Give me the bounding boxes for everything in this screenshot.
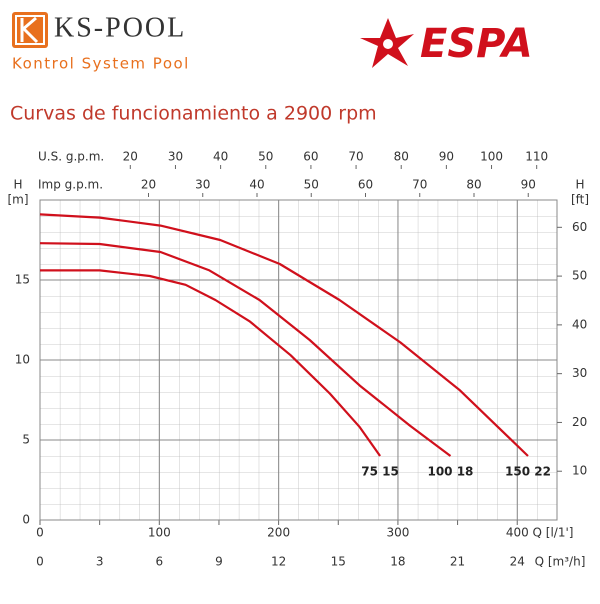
y2-tick-label: 10: [572, 464, 587, 478]
top-axis-label: Imp g.p.m.: [38, 178, 103, 192]
pump-curve: [39, 213, 529, 457]
x2-tick-label: 21: [450, 555, 465, 569]
x-tick-label: 400: [506, 526, 529, 540]
x2-axis-label: Q [m³/h]: [535, 555, 586, 569]
top-tick-label: 90: [521, 178, 536, 192]
x-tick-label: 0: [36, 526, 44, 540]
x-axis-label: Q [l/1']: [533, 526, 574, 540]
x2-tick-label: 6: [155, 555, 163, 569]
x2-tick-label: 9: [215, 555, 223, 569]
pump-curve: [40, 269, 381, 457]
x-tick-label: 300: [386, 526, 409, 540]
y-axis-label: H: [13, 178, 22, 192]
chart-title: Curvas de funcionamiento a 2900 rpm: [10, 103, 377, 125]
top-tick-label: 20: [123, 150, 138, 164]
y-tick-label: 5: [22, 433, 30, 447]
y-axis-unit: [m]: [7, 193, 28, 207]
top-tick-label: 100: [480, 150, 503, 164]
x2-tick-label: 18: [390, 555, 405, 569]
top-tick-label: 110: [525, 150, 548, 164]
x2-tick-label: 15: [331, 555, 346, 569]
espa-logo-mark: [360, 18, 414, 68]
top-tick-label: 50: [304, 178, 319, 192]
pump-curve: [39, 242, 452, 457]
top-tick-label: 60: [303, 150, 318, 164]
x2-tick-label: 0: [36, 555, 44, 569]
y2-tick-label: 60: [572, 220, 587, 234]
brand-logo: [12, 12, 48, 48]
top-tick-label: 70: [412, 178, 427, 192]
y2-tick-label: 40: [572, 317, 587, 331]
y-tick-label: 0: [22, 513, 30, 527]
top-tick-label: 50: [258, 150, 273, 164]
brand-name: KS-POOL: [54, 12, 186, 43]
top-tick-label: 90: [439, 150, 454, 164]
curve-label: 100 18: [427, 465, 473, 479]
top-tick-label: 40: [213, 150, 228, 164]
y2-tick-label: 50: [572, 269, 587, 283]
brand-tagline: Kontrol System Pool: [12, 55, 190, 73]
top-tick-label: 40: [249, 178, 264, 192]
top-tick-label: 60: [358, 178, 373, 192]
y2-axis-label: H: [575, 178, 584, 192]
x-tick-label: 100: [148, 526, 171, 540]
y-tick-label: 10: [15, 353, 30, 367]
x2-tick-label: 12: [271, 555, 286, 569]
top-axis-label: U.S. g.p.m.: [38, 150, 104, 164]
top-tick-label: 80: [466, 178, 481, 192]
espa-logo-text: ESPA: [420, 21, 533, 67]
x-tick-label: 200: [267, 526, 290, 540]
y-tick-label: 15: [15, 273, 30, 287]
top-tick-label: 30: [195, 178, 210, 192]
top-tick-label: 30: [168, 150, 183, 164]
top-tick-label: 20: [141, 178, 156, 192]
top-tick-label: 70: [348, 150, 363, 164]
curve-label: 75 15: [361, 465, 399, 479]
x2-tick-label: 24: [510, 555, 525, 569]
y2-tick-label: 20: [572, 415, 587, 429]
curve-label: 150 22: [505, 465, 551, 479]
top-tick-label: 80: [394, 150, 409, 164]
y2-tick-label: 30: [572, 366, 587, 380]
y2-axis-unit: [ft]: [571, 193, 589, 207]
x2-tick-label: 3: [96, 555, 104, 569]
